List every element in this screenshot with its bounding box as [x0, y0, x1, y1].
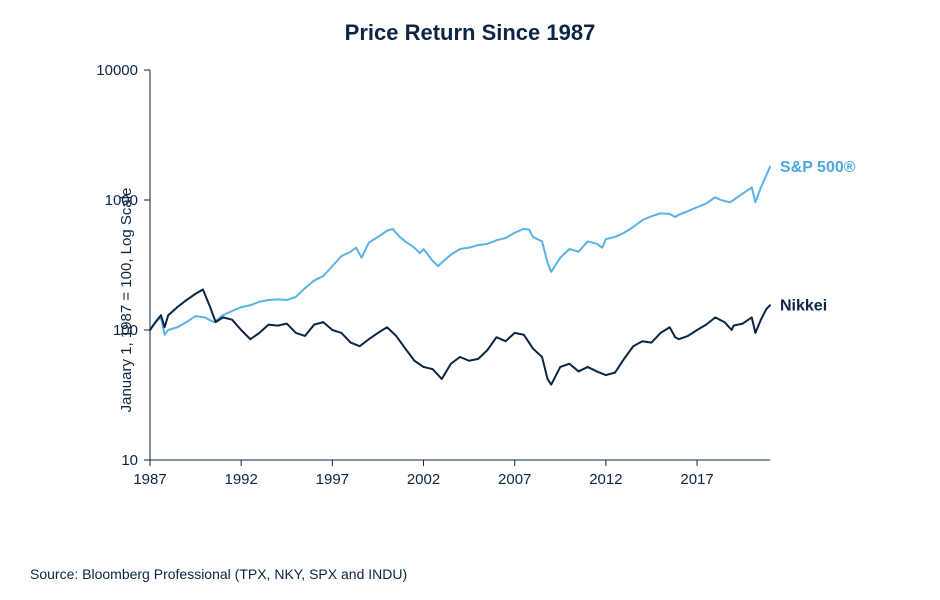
x-tick-label: 2007: [498, 471, 531, 488]
chart-container: Price Return Since 1987 January 1, 1987 …: [0, 0, 940, 600]
x-tick-label: 2012: [589, 471, 622, 488]
x-tick-label: 2002: [407, 471, 440, 488]
series-nikkei: [150, 289, 770, 384]
x-tick-label: 1987: [133, 471, 166, 488]
x-tick-label: 1997: [316, 471, 349, 488]
source-caption: Source: Bloomberg Professional (TPX, NKY…: [30, 566, 407, 582]
x-tick-label: 1992: [224, 471, 257, 488]
x-tick-label: 2017: [680, 471, 713, 488]
series-label-nikkei: Nikkei: [780, 297, 827, 314]
y-tick-label: 10: [121, 452, 138, 469]
y-tick-label: 100: [113, 322, 138, 339]
series-sp500: [150, 167, 770, 335]
series-label-sp500: S&P 500®: [780, 159, 856, 176]
chart-title: Price Return Since 1987: [0, 20, 940, 46]
y-tick-label: 10000: [96, 62, 138, 79]
line-chart: 10 100 1000 10000 1987 1992 1997 2002 2007 2012 20…: [90, 60, 860, 500]
y-tick-label: 1000: [105, 192, 138, 209]
